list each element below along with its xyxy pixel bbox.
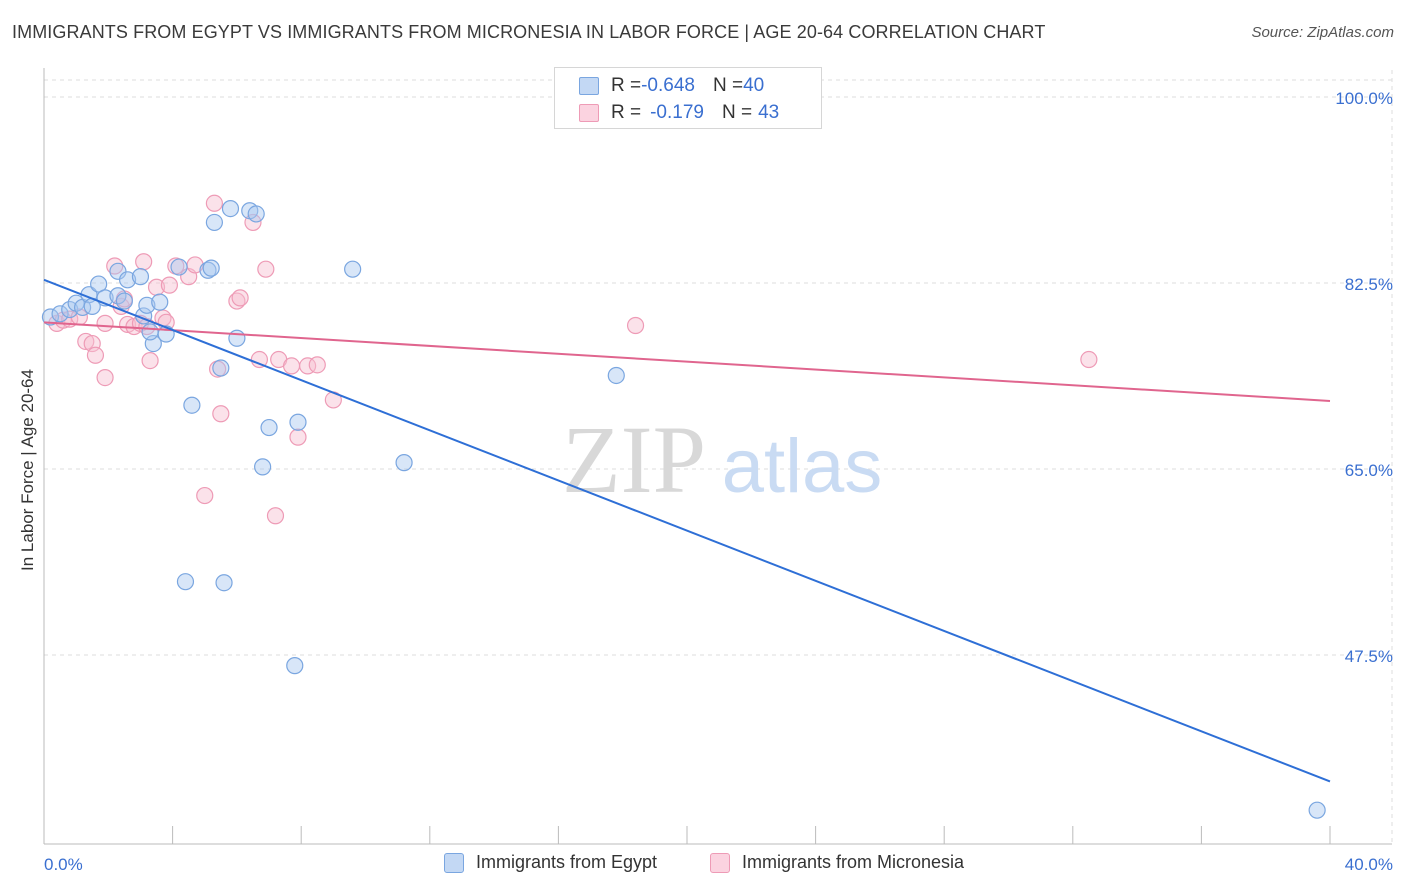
- egypt-points: [41, 200, 1326, 819]
- egypt-point: [141, 323, 159, 341]
- egypt-point: [51, 305, 69, 323]
- egypt-point: [260, 418, 278, 437]
- micronesia-point: [231, 289, 249, 307]
- egypt-point: [1308, 801, 1326, 819]
- micronesia-r-value: -0.179: [650, 102, 704, 123]
- egypt-point: [205, 213, 223, 232]
- micronesia-points: [48, 194, 1098, 525]
- micronesia-point: [106, 257, 124, 275]
- micronesia-swatch: [579, 104, 599, 122]
- egypt-point: [212, 359, 230, 377]
- egypt-point: [344, 260, 362, 278]
- watermark-atlas: atlas: [722, 424, 883, 509]
- micronesia-n-label: N =: [721, 102, 753, 123]
- micronesia-point: [86, 346, 105, 364]
- egypt-r-label: R =: [611, 75, 642, 96]
- source-label: Source: ZipAtlas.com: [1251, 24, 1394, 41]
- egypt-point: [118, 271, 137, 289]
- egypt-n-label: N =: [712, 75, 744, 96]
- micronesia-point: [77, 332, 95, 351]
- chart-title: IMMIGRANTS FROM EGYPT VS IMMIGRANTS FROM…: [12, 22, 1046, 42]
- micronesia-point: [289, 428, 307, 446]
- micronesia-point: [308, 356, 326, 374]
- micronesia-point: [626, 316, 645, 335]
- egypt-point: [41, 308, 60, 326]
- grid-lines: [44, 70, 1393, 844]
- egypt-point: [176, 573, 195, 591]
- egypt-point: [131, 268, 150, 286]
- egypt-swatch: [579, 77, 599, 95]
- egypt-point: [151, 293, 169, 311]
- egypt-point: [115, 292, 133, 310]
- micronesia-point: [96, 368, 114, 387]
- egypt-point: [109, 262, 127, 280]
- legend-item-micronesia[interactable]: Immigrants from Micronesia: [710, 852, 964, 873]
- micronesia-point: [96, 314, 114, 332]
- correlation-legend: R = -0.648 N = 40 R = -0.179 N = 43: [554, 67, 822, 129]
- tick-labels: 47.5% 65.0% 82.5% 100.0% 0.0% 40.0%: [44, 89, 1393, 874]
- series-legend: Immigrants from Egypt Immigrants from Mi…: [0, 852, 1406, 878]
- y-axis-label: In Labor Force | Age 20-64: [18, 369, 37, 571]
- micronesia-point: [282, 357, 301, 375]
- micronesia-r-label: R =: [611, 102, 642, 123]
- egypt-n-value: 40: [743, 75, 765, 96]
- micronesia-point: [160, 276, 178, 294]
- egypt-point: [254, 458, 272, 476]
- micronesia-point: [212, 405, 230, 423]
- micronesia-point: [266, 507, 285, 525]
- micronesia-point: [141, 351, 159, 370]
- egypt-trend-line: [43, 278, 1331, 783]
- egypt-point: [228, 329, 246, 347]
- legend-item-egypt[interactable]: Immigrants from Egypt: [444, 852, 657, 873]
- egypt-point: [138, 296, 156, 314]
- x-tick-label-min: 0.0%: [44, 855, 83, 874]
- watermark-zip: ZIP: [562, 406, 706, 513]
- y-tick-label: 47.5%: [1345, 647, 1393, 666]
- micronesia-point: [228, 292, 246, 310]
- legend-row-micronesia: R = -0.179 N = 43: [579, 100, 779, 126]
- legend-row-egypt: R = -0.648 N = 40: [579, 73, 764, 99]
- egypt-point: [183, 396, 201, 414]
- trend-lines: [43, 278, 1331, 783]
- egypt-point: [61, 300, 79, 319]
- micronesia-point: [250, 350, 269, 369]
- micronesia-point: [205, 194, 223, 212]
- egypt-point: [221, 200, 240, 218]
- micronesia-legend-swatch: [710, 852, 730, 873]
- x-tick-label-max: 40.0%: [1345, 855, 1393, 874]
- egypt-point: [170, 258, 188, 276]
- axes: [43, 68, 1392, 845]
- micronesia-point: [135, 253, 153, 271]
- egypt-point: [289, 413, 307, 431]
- micronesia-trend-line: [43, 321, 1331, 402]
- egypt-point: [286, 657, 304, 675]
- egypt-point: [202, 259, 220, 277]
- micronesia-legend-label: Immigrants from Micronesia: [742, 852, 965, 872]
- egypt-point: [90, 275, 108, 293]
- egypt-r-value: -0.648: [641, 75, 695, 96]
- egypt-point: [247, 205, 265, 223]
- watermark: ZIP atlas: [562, 406, 882, 513]
- micronesia-point: [257, 260, 275, 278]
- y-tick-label: 100.0%: [1335, 89, 1393, 108]
- micronesia-point: [1080, 350, 1098, 369]
- y-tick-label: 65.0%: [1345, 461, 1393, 480]
- egypt-legend-swatch: [444, 852, 464, 873]
- egypt-legend-label: Immigrants from Egypt: [476, 852, 658, 872]
- y-tick-label: 82.5%: [1345, 275, 1393, 294]
- egypt-point: [607, 366, 625, 385]
- egypt-point: [395, 454, 413, 472]
- egypt-point: [215, 574, 233, 592]
- micronesia-point: [196, 486, 214, 505]
- micronesia-n-value: 43: [758, 102, 780, 123]
